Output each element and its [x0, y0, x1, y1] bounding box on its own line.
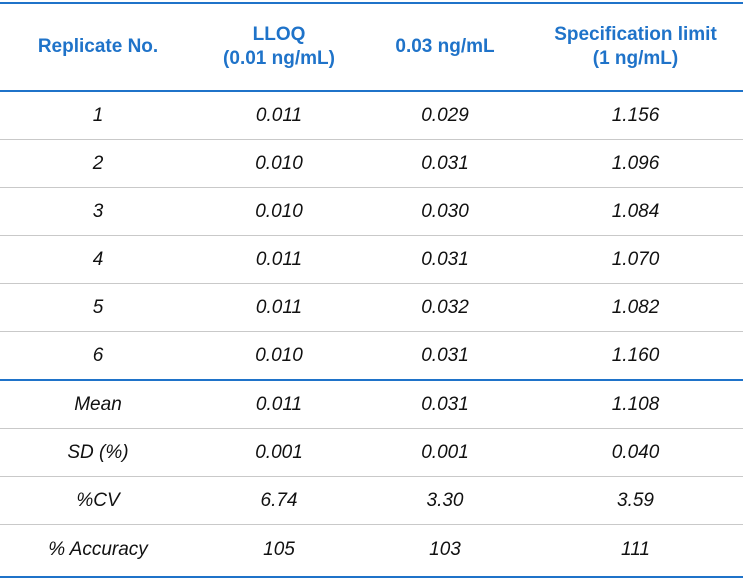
cell-003: 103: [429, 539, 461, 560]
table-row-sd: SD (%) 0.001 0.001 0.040: [0, 429, 743, 477]
row-divider: [0, 139, 743, 140]
table-row-replicate-4: 4 0.011 0.031 1.070: [0, 236, 743, 284]
row-divider: [0, 428, 743, 429]
cell-stat-label: %CV: [76, 490, 120, 511]
header-replicate-no: Replicate No.: [0, 4, 196, 90]
cell-lloq: 0.011: [255, 297, 303, 318]
cell-spec-limit: 1.070: [611, 249, 660, 270]
cell-003: 0.030: [421, 201, 469, 222]
cell-spec-limit: 1.096: [611, 153, 660, 174]
cell-stat-label: % Accuracy: [48, 539, 148, 560]
cell-spec-limit: 0.040: [611, 442, 660, 463]
cell-lloq: 105: [263, 539, 295, 560]
table-row-replicate-1: 1 0.011 0.029 1.156: [0, 92, 743, 140]
cell-replicate-no: 3: [92, 201, 104, 222]
cell-lloq: 0.010: [255, 201, 303, 222]
table-row-replicate-6: 6 0.010 0.031 1.160: [0, 332, 743, 380]
cell-spec-limit: 1.082: [611, 297, 660, 318]
cell-lloq: 0.010: [255, 153, 303, 174]
cell-spec-limit: 111: [621, 539, 650, 560]
table-row-replicate-3: 3 0.010 0.030 1.084: [0, 188, 743, 236]
table-row-replicate-5: 5 0.011 0.032 1.082: [0, 284, 743, 332]
cell-replicate-no: 4: [92, 249, 104, 270]
cell-spec-limit: 1.084: [611, 201, 660, 222]
cell-stat-label: Mean: [74, 394, 122, 415]
header-spec-limit-line1: Specification limit: [554, 24, 717, 45]
cell-lloq: 0.010: [255, 345, 303, 366]
row-divider: [0, 524, 743, 525]
row-divider: [0, 187, 743, 188]
table-top-rule: [0, 2, 743, 4]
table-row-replicate-2: 2 0.010 0.031 1.096: [0, 140, 743, 188]
row-divider: [0, 235, 743, 236]
cell-003: 0.029: [421, 105, 469, 126]
cell-lloq: 0.011: [255, 394, 303, 415]
table-header-row: Replicate No. LLOQ (0.01 ng/mL) 0.03 ng/…: [0, 4, 743, 90]
cell-lloq: 0.001: [255, 442, 303, 463]
row-divider: [0, 331, 743, 332]
table-row-mean: Mean 0.011 0.031 1.108: [0, 381, 743, 429]
cell-spec-limit: 1.108: [611, 394, 660, 415]
cell-003: 0.031: [421, 345, 469, 366]
table-bottom-rule: [0, 576, 743, 578]
cell-003: 0.032: [421, 297, 469, 318]
header-lloq: LLOQ (0.01 ng/mL): [196, 4, 362, 90]
header-lloq-line1: LLOQ: [252, 24, 306, 45]
cell-003: 0.001: [421, 442, 469, 463]
header-bottom-rule: [0, 90, 743, 92]
table-row-accuracy: % Accuracy 105 103 111: [0, 526, 743, 574]
header-003: 0.03 ng/mL: [362, 4, 528, 90]
cell-lloq: 0.011: [255, 249, 303, 270]
cell-replicate-no: 5: [92, 297, 104, 318]
cell-spec-limit: 1.156: [611, 105, 660, 126]
header-replicate-no-label: Replicate No.: [37, 36, 159, 57]
header-lloq-line2: (0.01 ng/mL): [223, 48, 335, 69]
header-spec-limit: Specification limit (1 ng/mL): [528, 4, 743, 90]
header-spec-limit-line2: (1 ng/mL): [592, 48, 679, 69]
cell-spec-limit: 3.59: [617, 490, 654, 511]
cell-replicate-no: 6: [92, 345, 104, 366]
cell-003: 0.031: [421, 153, 469, 174]
cell-replicate-no: 1: [92, 105, 104, 126]
table-row-cv: %CV 6.74 3.30 3.59: [0, 477, 743, 525]
cell-replicate-no: 2: [92, 153, 104, 174]
cell-003: 0.031: [421, 249, 469, 270]
summary-top-rule: [0, 379, 743, 381]
cell-003: 0.031: [421, 394, 469, 415]
row-divider: [0, 476, 743, 477]
cell-003: 3.30: [426, 490, 464, 511]
cell-spec-limit: 1.160: [611, 345, 660, 366]
cell-lloq: 6.74: [260, 490, 298, 511]
header-003-label: 0.03 ng/mL: [395, 36, 495, 57]
cell-stat-label: SD (%): [67, 442, 129, 463]
cell-lloq: 0.011: [255, 105, 303, 126]
row-divider: [0, 283, 743, 284]
